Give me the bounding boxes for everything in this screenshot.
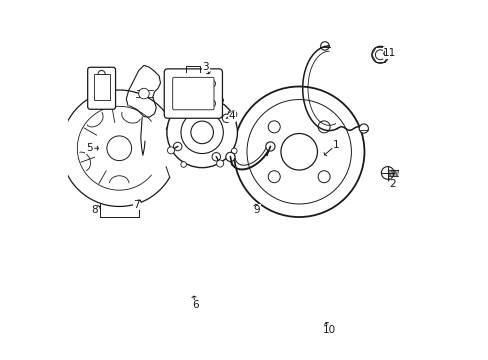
Circle shape (107, 136, 131, 161)
Circle shape (98, 71, 105, 77)
Text: 5: 5 (86, 143, 92, 153)
Circle shape (320, 42, 328, 50)
Circle shape (139, 88, 149, 99)
FancyBboxPatch shape (172, 77, 214, 110)
Circle shape (208, 100, 215, 107)
Circle shape (166, 97, 237, 168)
Circle shape (229, 111, 236, 118)
Circle shape (246, 100, 351, 204)
Circle shape (381, 167, 393, 179)
Text: 7: 7 (133, 200, 140, 210)
Text: 10: 10 (322, 325, 335, 335)
Circle shape (167, 111, 173, 117)
Text: 11: 11 (383, 48, 396, 58)
Circle shape (181, 162, 186, 167)
Circle shape (318, 171, 329, 183)
Circle shape (280, 134, 317, 170)
Circle shape (359, 124, 367, 133)
Circle shape (371, 46, 388, 63)
Text: 4: 4 (228, 112, 235, 121)
Text: 6: 6 (191, 300, 198, 310)
Circle shape (231, 148, 237, 154)
FancyBboxPatch shape (87, 67, 115, 109)
Text: 1: 1 (332, 140, 339, 150)
Circle shape (208, 80, 215, 87)
Text: 8: 8 (91, 205, 98, 215)
Circle shape (212, 153, 220, 161)
Text: 9: 9 (253, 205, 260, 215)
Text: 2: 2 (388, 179, 395, 189)
Circle shape (173, 142, 182, 151)
Circle shape (268, 171, 280, 183)
Circle shape (318, 121, 329, 133)
Circle shape (216, 160, 223, 167)
Circle shape (183, 104, 192, 112)
Circle shape (218, 98, 223, 103)
Circle shape (167, 147, 174, 154)
FancyBboxPatch shape (94, 74, 109, 100)
Circle shape (180, 98, 187, 105)
Circle shape (268, 121, 280, 133)
Circle shape (375, 50, 385, 60)
Circle shape (190, 121, 213, 144)
FancyBboxPatch shape (164, 69, 222, 118)
Circle shape (181, 111, 223, 154)
Circle shape (233, 86, 364, 217)
Text: 3: 3 (202, 62, 208, 72)
Circle shape (265, 142, 274, 151)
Circle shape (225, 152, 235, 162)
Circle shape (222, 114, 230, 122)
